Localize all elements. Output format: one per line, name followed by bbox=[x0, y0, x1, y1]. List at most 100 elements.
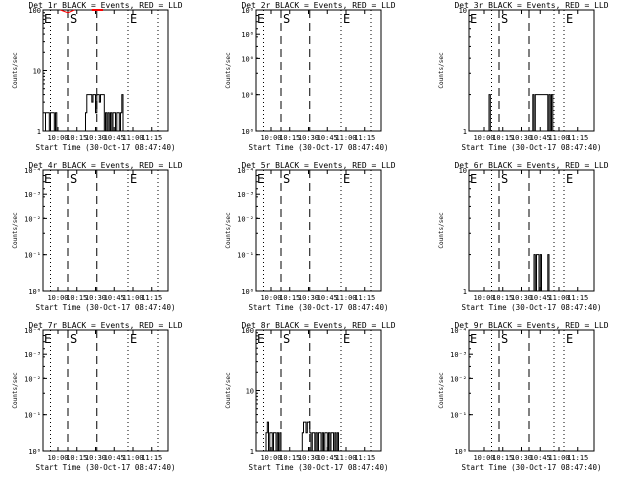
x-tick-label: 11:15 bbox=[141, 454, 162, 462]
x-tick-label: 11:00 bbox=[335, 454, 356, 462]
series-events-line bbox=[469, 254, 550, 292]
x-tick-label: 11:00 bbox=[122, 134, 143, 142]
marker-label-e: E bbox=[566, 172, 573, 186]
x-tick-label: 10:45 bbox=[530, 294, 551, 302]
panel-det-6: Det 6r BLACK = Events, RED = LLD S E E 10:00… bbox=[438, 161, 609, 312]
marker-label-e-left: E bbox=[257, 172, 264, 186]
x-axis-label: Start Time (30-Oct-17 08:47:40) bbox=[36, 303, 176, 312]
x-tick-label: 10:15 bbox=[66, 454, 87, 462]
x-tick-label: 10:30 bbox=[298, 454, 319, 462]
x-axis-label: Start Time (30-Oct-17 08:47:40) bbox=[249, 143, 389, 152]
y-tick-label: 10⁻² bbox=[237, 215, 254, 223]
x-tick-label: 10:45 bbox=[317, 294, 338, 302]
y-tick-label: 10⁰ bbox=[241, 31, 254, 39]
panel-det-3: Det 3r BLACK = Events, RED = LLD S E E 10:00… bbox=[438, 1, 609, 152]
y-tick-label: 10⁻² bbox=[450, 375, 467, 383]
panel-title: Det 4r BLACK = Events, RED = LLD bbox=[28, 161, 182, 170]
y-tick-label: 10 bbox=[246, 388, 254, 396]
x-tick-label: 10:15 bbox=[492, 294, 513, 302]
marker-label-e-left: E bbox=[257, 332, 264, 346]
marker-label-e-left: E bbox=[470, 12, 477, 26]
marker-label-e: E bbox=[566, 332, 573, 346]
x-tick-label: 10:30 bbox=[511, 454, 532, 462]
series-events-line bbox=[469, 94, 554, 132]
series-lld-line bbox=[60, 9, 75, 14]
x-tick-label: 10:45 bbox=[530, 454, 551, 462]
x-tick-label: 10:15 bbox=[66, 294, 87, 302]
x-tick-label: 10:00 bbox=[473, 294, 494, 302]
y-tick-label: 10 bbox=[459, 7, 467, 15]
plot-frame bbox=[42, 329, 169, 452]
y-tick-label: 10⁰ bbox=[241, 288, 254, 296]
y-tick-label: 10 bbox=[459, 167, 467, 175]
x-tick-label: 10:00 bbox=[47, 454, 68, 462]
panel-det-2: Det 2r BLACK = Events, RED = LLD S E E 10:00… bbox=[225, 1, 396, 152]
x-tick-label: 11:00 bbox=[548, 294, 569, 302]
x-tick-label: 10:30 bbox=[511, 134, 532, 142]
x-tick-label: 11:15 bbox=[567, 294, 588, 302]
x-tick-label: 11:00 bbox=[548, 454, 569, 462]
marker-label-s: S bbox=[501, 12, 508, 26]
marker-label-e-left: E bbox=[44, 332, 51, 346]
y-axis-label: Counts/sec bbox=[225, 372, 232, 409]
x-axis-label: Start Time (30-Oct-17 08:47:40) bbox=[36, 463, 176, 472]
x-tick-label: 11:00 bbox=[122, 294, 143, 302]
x-tick-label: 10:15 bbox=[279, 294, 300, 302]
y-tick-label: 1 bbox=[463, 288, 467, 296]
panel-title: Det 5r BLACK = Events, RED = LLD bbox=[241, 161, 395, 170]
x-tick-label: 10:00 bbox=[473, 134, 494, 142]
x-axis-label: Start Time (30-Oct-17 08:47:40) bbox=[36, 143, 176, 152]
x-tick-label: 11:00 bbox=[335, 134, 356, 142]
panel-title: Det 7r BLACK = Events, RED = LLD bbox=[28, 321, 182, 330]
x-tick-label: 10:00 bbox=[260, 454, 281, 462]
x-tick-label: 10:00 bbox=[47, 134, 68, 142]
y-tick-label: 10⁰ bbox=[241, 128, 254, 136]
y-tick-label: 10⁻² bbox=[24, 215, 41, 223]
y-tick-label: 10⁻⁴ bbox=[24, 327, 41, 335]
marker-label-e: E bbox=[343, 12, 350, 26]
x-tick-label: 11:15 bbox=[354, 294, 375, 302]
plot-frame bbox=[255, 169, 382, 292]
panel-title: Det 3r BLACK = Events, RED = LLD bbox=[454, 1, 608, 10]
y-axis-label: Counts/sec bbox=[12, 372, 19, 409]
x-tick-label: 11:15 bbox=[567, 454, 588, 462]
y-tick-label: 10⁰ bbox=[241, 92, 254, 100]
series-events-line bbox=[43, 94, 124, 132]
plot-frame bbox=[255, 9, 382, 132]
y-tick-label: 1 bbox=[250, 448, 254, 456]
panel-det-8: Det 8r BLACK = Events, RED = LLD S E E 10:00… bbox=[225, 321, 396, 472]
y-tick-label: 10⁻⁴ bbox=[24, 167, 41, 175]
x-tick-label: 10:15 bbox=[66, 134, 87, 142]
x-tick-label: 10:15 bbox=[279, 454, 300, 462]
marker-label-e: E bbox=[130, 332, 137, 346]
x-tick-label: 11:00 bbox=[548, 134, 569, 142]
x-tick-label: 11:15 bbox=[141, 134, 162, 142]
x-tick-label: 10:30 bbox=[85, 294, 106, 302]
x-tick-label: 10:15 bbox=[492, 454, 513, 462]
x-tick-label: 10:00 bbox=[47, 294, 68, 302]
panel-title: Det 9r BLACK = Events, RED = LLD bbox=[454, 321, 608, 330]
y-tick-label: 10⁰ bbox=[241, 55, 254, 63]
y-tick-label: 10⁻³ bbox=[24, 191, 41, 199]
marker-label-s: S bbox=[283, 12, 290, 26]
y-tick-label: 1 bbox=[37, 128, 41, 136]
y-tick-label: 10⁰ bbox=[454, 448, 467, 456]
x-tick-label: 10:00 bbox=[473, 454, 494, 462]
panel-det-4: Det 4r BLACK = Events, RED = LLD S E E 10:00… bbox=[12, 161, 183, 312]
x-tick-label: 10:30 bbox=[85, 454, 106, 462]
x-tick-label: 10:30 bbox=[511, 294, 532, 302]
plot-frame bbox=[468, 329, 595, 452]
x-tick-label: 11:00 bbox=[122, 454, 143, 462]
y-tick-label: 10⁰ bbox=[241, 7, 254, 15]
y-axis-label: Counts/sec bbox=[438, 372, 445, 409]
x-axis-label: Start Time (30-Oct-17 08:47:40) bbox=[462, 143, 602, 152]
y-axis-label: Counts/sec bbox=[438, 212, 445, 249]
marker-label-e-left: E bbox=[257, 12, 264, 26]
y-tick-label: 100 bbox=[28, 7, 41, 15]
x-tick-label: 11:15 bbox=[567, 134, 588, 142]
panel-det-5: Det 5r BLACK = Events, RED = LLD S E E 10:00… bbox=[225, 161, 396, 312]
y-axis-label: Counts/sec bbox=[12, 212, 19, 249]
marker-label-s: S bbox=[283, 332, 290, 346]
x-tick-label: 10:45 bbox=[104, 454, 125, 462]
